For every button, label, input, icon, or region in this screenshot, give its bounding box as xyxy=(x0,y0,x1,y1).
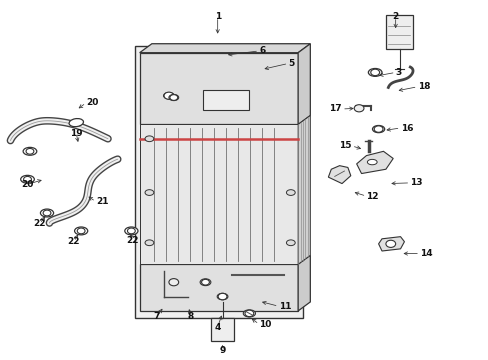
Text: 19: 19 xyxy=(70,129,82,138)
Polygon shape xyxy=(356,151,392,174)
Ellipse shape xyxy=(366,159,376,165)
Polygon shape xyxy=(298,255,310,311)
Text: 8: 8 xyxy=(187,312,194,321)
Ellipse shape xyxy=(243,310,255,317)
Text: 10: 10 xyxy=(259,320,271,329)
Ellipse shape xyxy=(200,279,210,285)
Circle shape xyxy=(163,92,173,99)
Text: 22: 22 xyxy=(67,237,80,246)
Polygon shape xyxy=(140,53,298,125)
Text: 11: 11 xyxy=(278,302,290,311)
Bar xyxy=(140,125,298,264)
Text: 22: 22 xyxy=(126,236,138,245)
Bar xyxy=(385,15,412,49)
Polygon shape xyxy=(298,116,310,264)
Polygon shape xyxy=(378,237,404,251)
Ellipse shape xyxy=(124,227,138,235)
Ellipse shape xyxy=(145,240,154,246)
Text: 18: 18 xyxy=(417,82,429,91)
Circle shape xyxy=(23,176,31,182)
Circle shape xyxy=(373,126,382,132)
Ellipse shape xyxy=(286,190,295,195)
Text: 6: 6 xyxy=(259,46,265,55)
Ellipse shape xyxy=(145,190,154,195)
Circle shape xyxy=(370,69,379,76)
Ellipse shape xyxy=(41,209,54,217)
Text: 15: 15 xyxy=(339,141,351,150)
Bar xyxy=(211,318,233,341)
Text: 2: 2 xyxy=(392,12,398,21)
Ellipse shape xyxy=(145,136,154,141)
Circle shape xyxy=(201,279,209,285)
Text: 1: 1 xyxy=(214,12,221,21)
Ellipse shape xyxy=(69,118,83,127)
Polygon shape xyxy=(298,44,310,125)
Polygon shape xyxy=(328,166,350,184)
Ellipse shape xyxy=(168,94,178,100)
Text: 5: 5 xyxy=(288,59,294,68)
Text: 14: 14 xyxy=(419,249,432,258)
Circle shape xyxy=(77,228,85,234)
Circle shape xyxy=(26,148,34,154)
Ellipse shape xyxy=(372,126,384,133)
Text: 13: 13 xyxy=(409,178,422,187)
Ellipse shape xyxy=(217,293,227,300)
Text: 3: 3 xyxy=(395,68,401,77)
Circle shape xyxy=(244,310,253,317)
Ellipse shape xyxy=(367,68,381,76)
Polygon shape xyxy=(140,264,298,311)
Circle shape xyxy=(218,293,226,300)
Circle shape xyxy=(353,105,363,112)
Text: 20: 20 xyxy=(86,98,98,107)
Circle shape xyxy=(43,210,51,216)
Text: 9: 9 xyxy=(219,346,225,355)
Ellipse shape xyxy=(20,175,34,183)
Text: 20: 20 xyxy=(21,180,34,189)
Bar xyxy=(135,45,303,318)
Bar xyxy=(203,90,249,110)
Text: 22: 22 xyxy=(33,219,46,228)
Text: 4: 4 xyxy=(214,323,221,332)
Polygon shape xyxy=(140,44,310,53)
Text: 21: 21 xyxy=(96,197,108,206)
Circle shape xyxy=(169,95,177,100)
Text: 12: 12 xyxy=(366,192,378,201)
Ellipse shape xyxy=(163,93,174,99)
Text: 7: 7 xyxy=(153,312,160,321)
Ellipse shape xyxy=(74,227,87,235)
Circle shape xyxy=(127,228,135,234)
Text: 16: 16 xyxy=(400,123,412,132)
Circle shape xyxy=(168,279,178,286)
Ellipse shape xyxy=(286,240,295,246)
Ellipse shape xyxy=(23,147,37,155)
Circle shape xyxy=(385,240,395,247)
Text: 17: 17 xyxy=(329,104,341,113)
